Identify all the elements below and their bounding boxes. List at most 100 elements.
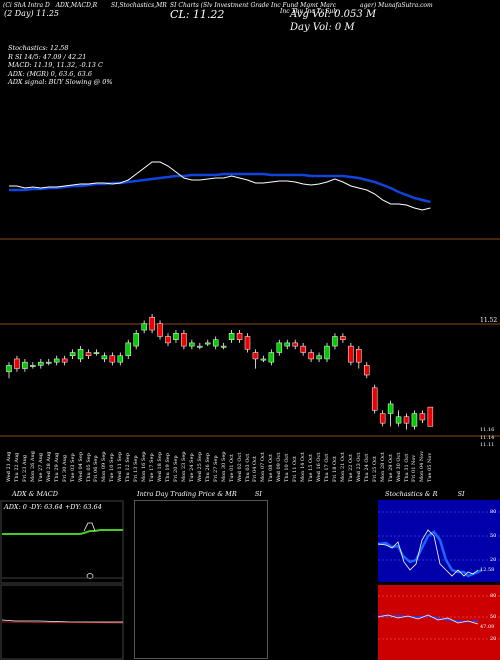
header-part-2: ADX,MACD,R [55, 2, 98, 9]
price-label-b2: 11.14 [480, 435, 495, 441]
avg-volume: Avg Vol: 0.053 M [290, 9, 377, 20]
adx-readout: ADX: 0 -DY: 63.64 +DY: 63.64 [4, 503, 102, 511]
mrsi-title-text: Intra Day Trading Price & MR [137, 490, 237, 498]
candle-body [22, 361, 28, 369]
date-tick-label: Mon 14 Oct [300, 452, 307, 482]
stoch-tick-80: 80 [490, 509, 497, 515]
candle-body [38, 361, 44, 366]
date-tick-label: Thu 17 Oct [324, 453, 330, 482]
date-tick-label: Thu 10 Oct [284, 453, 291, 482]
date-tick-label: Fri 01 Nov [411, 454, 418, 482]
rsi-value-label: 47.09 [480, 624, 495, 630]
date-tick-label: Fri 30 Aug [61, 454, 68, 482]
rsi-tick-50: 50 [490, 614, 497, 620]
date-tick-label: Wed 09 Oct [276, 452, 283, 482]
candle-body [173, 333, 179, 340]
candle-body [212, 339, 219, 347]
date-tick-label: Mon 07 Oct [260, 452, 267, 482]
rsi-tick-80: 80 [490, 593, 497, 599]
stoch-panel-title: Stochastics & R SI [385, 490, 465, 498]
header-line: (Ci ShA Intra D ADX,MACD,R SI,Stochastic… [3, 2, 167, 9]
candle-body [6, 365, 12, 373]
macd-line [1, 619, 123, 623]
date-tick-label: Tue 17 Sep [149, 453, 156, 482]
candle-body [117, 355, 124, 363]
candle-body [157, 323, 163, 337]
candle-body [268, 352, 275, 363]
date-tick-label: Thu 29 Aug [53, 452, 60, 482]
close-price: CL: 11.22 [170, 8, 225, 21]
candle-body [348, 345, 354, 363]
date-tick-label: Mon 16 Sep [141, 451, 148, 482]
header-part-4: SI Charts (Slv Investment Grade Inc Fund… [170, 2, 337, 9]
candle-body [61, 358, 68, 363]
candle-body [133, 333, 139, 347]
candle-body [53, 358, 60, 363]
date-tick-label: Fri 04 Oct [252, 456, 259, 482]
date-tick-label: Thu 05 Sep [85, 453, 92, 482]
candle-body [236, 333, 243, 340]
header-part-5: Inc Thu Inc Tr Sub [280, 8, 338, 15]
header-part-6: ager) MunafaSutra.com [360, 2, 433, 9]
candle-body [340, 336, 346, 340]
candle-body [371, 387, 378, 411]
date-tick-label: Fri 11 Oct [292, 456, 299, 482]
price-label-b3: 11.11 [480, 442, 495, 448]
rsi-price-line [9, 161, 431, 211]
stoch-title-suffix: SI [457, 490, 465, 498]
date-tick-label: Fri 18 Oct [331, 456, 338, 482]
adx-small-loop [86, 573, 94, 579]
date-tick-label: Fri 06 Sep [93, 455, 100, 482]
date-tick-label: Thu 19 Sep [165, 453, 171, 482]
date-tick-label: Tue 15 Oct [308, 454, 315, 482]
date-tick-label: Fri 20 Sep [172, 455, 179, 482]
candle-body [77, 349, 84, 360]
stoch-tick-50: 50 [490, 533, 497, 539]
candle-body [228, 333, 235, 340]
date-tick-label: Wed 25 Sep [196, 451, 203, 482]
header-part-1: (Ci ShA Intra D [3, 2, 50, 9]
rsi-tick-20: 20 [490, 636, 497, 642]
candle-body [308, 352, 314, 360]
stochastics-value: Stochastics: 12.58 [8, 44, 69, 52]
candle-body [220, 345, 227, 348]
indicator-info: Stochastics: 12.58 R SI 14/5: 47.09 / 42… [8, 44, 113, 87]
candle-body [379, 413, 386, 424]
date-tick-label: Thu 22 Aug [13, 452, 20, 482]
mrsi-title-suffix: SI [254, 490, 262, 498]
date-tick-label: Wed 28 Aug [45, 451, 52, 482]
date-tick-label: Wed 04 Sep [77, 451, 84, 482]
date-tick-label: Wed 16 Oct [316, 452, 323, 482]
stoch-panel [378, 500, 500, 660]
adx-panel-title: ADX & MACD [12, 490, 58, 498]
candle-body [403, 416, 410, 424]
date-tick-label: Mon 30 Sep [220, 451, 227, 482]
candle-body [30, 365, 36, 367]
stoch-tick-20: 20 [490, 557, 497, 563]
date-tick-label: Wed 18 Sep [157, 451, 164, 482]
candle-body [14, 358, 20, 369]
adx-panel [0, 500, 124, 660]
stoch-value-label: 12.58 [480, 567, 495, 573]
candle-body [165, 336, 171, 344]
candle-body [69, 352, 76, 356]
rsi-top-chart [0, 161, 500, 240]
candle-body [427, 406, 434, 427]
rsi-bg [378, 585, 500, 660]
macd-value: MACD: 11.19, 11.32, -0.13 C [8, 61, 103, 69]
candle-body [276, 342, 283, 353]
candle-body [284, 342, 290, 347]
date-tick-label: Tue 27 Aug [37, 452, 44, 482]
candle-body [109, 355, 116, 363]
price-date: (2 Day) 11.25 [4, 9, 60, 18]
adx-value: ADX: (MGR) 0, 63.6, 63.6 [8, 69, 93, 78]
date-tick-label: Tue 29 Oct [387, 454, 394, 482]
date-tick-label: Wed 02 Oct [236, 452, 243, 482]
candle-body [141, 323, 147, 331]
date-tick-label: Thu 31 Oct [403, 453, 410, 482]
adx-panel-frame [0, 500, 124, 584]
candles-group [6, 314, 434, 430]
header-line-c: Inc Thu Inc Tr Sub [280, 8, 337, 15]
date-tick-label: Wed 11 Sep [117, 451, 124, 482]
rsi-average-line [9, 172, 431, 204]
